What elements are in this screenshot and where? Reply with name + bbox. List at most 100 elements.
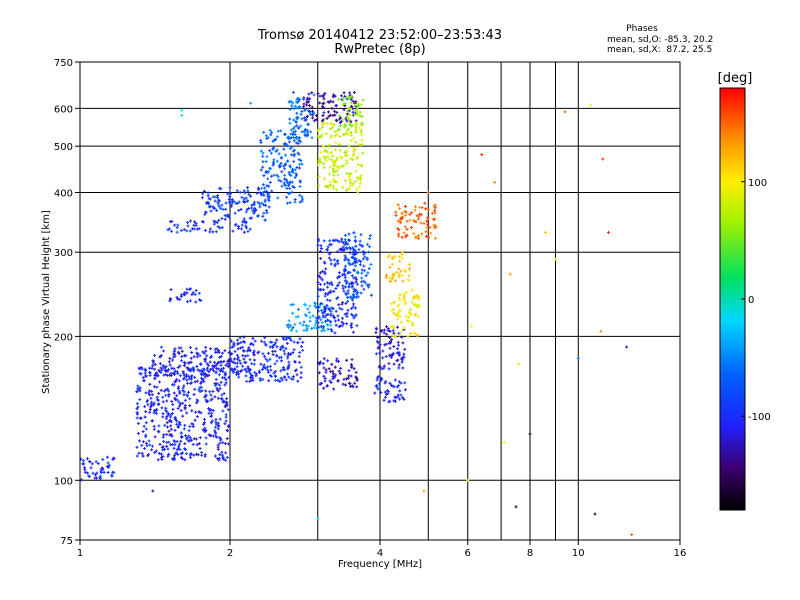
data-point [196, 399, 200, 403]
data-point [357, 259, 361, 263]
data-point [337, 281, 341, 285]
data-point [339, 366, 343, 370]
data-point [260, 186, 264, 190]
data-point [279, 179, 283, 183]
data-point [392, 311, 396, 315]
data-point [138, 416, 142, 420]
data-point [200, 196, 204, 200]
data-point [403, 209, 407, 213]
data-point [202, 422, 206, 426]
data-point [335, 359, 339, 363]
data-point [223, 405, 227, 409]
data-point [332, 173, 336, 177]
data-point [398, 309, 402, 313]
data-point [413, 313, 417, 317]
data-point [327, 256, 331, 260]
x-axis-label: Frequency [MHz] [338, 559, 422, 570]
data-point [271, 163, 275, 167]
data-point [358, 182, 362, 186]
data-point [170, 229, 174, 233]
data-point [388, 399, 392, 403]
data-point [230, 202, 234, 206]
data-point [302, 105, 306, 109]
data-point [276, 196, 280, 200]
data-point [178, 404, 182, 408]
data-point [397, 232, 401, 236]
data-point [416, 333, 420, 337]
data-point [310, 91, 314, 95]
data-point [188, 219, 192, 223]
data-point [327, 183, 331, 187]
data-point [351, 292, 355, 296]
data-point [275, 173, 279, 177]
data-point [466, 478, 470, 482]
data-point [225, 403, 229, 407]
data-point [359, 233, 363, 237]
data-point [349, 119, 353, 123]
data-point [346, 187, 350, 191]
data-point [175, 398, 179, 402]
data-point [253, 358, 257, 362]
data-point [164, 364, 168, 368]
data-point [291, 325, 295, 329]
data-point [388, 339, 392, 343]
data-point [281, 336, 285, 340]
data-point [186, 361, 190, 365]
data-point [390, 337, 394, 341]
data-point [154, 408, 158, 412]
data-point [228, 186, 232, 190]
data-point [138, 372, 142, 376]
data-point [304, 324, 308, 328]
data-point [216, 396, 220, 400]
data-point [216, 194, 220, 198]
data-point [343, 254, 347, 258]
data-point [135, 407, 139, 411]
data-point [425, 226, 429, 230]
data-point [322, 97, 326, 101]
data-point [354, 256, 358, 260]
data-point [346, 115, 350, 119]
data-point [326, 327, 330, 331]
data-point [406, 277, 410, 281]
data-point [319, 249, 323, 253]
data-point [351, 158, 355, 162]
data-point [402, 231, 406, 235]
data-point [397, 380, 401, 384]
data-point [347, 109, 351, 113]
data-point [175, 377, 179, 381]
data-point [183, 398, 187, 402]
data-point [293, 322, 297, 326]
data-point [337, 271, 341, 275]
data-point [353, 103, 357, 107]
data-point [148, 443, 152, 447]
data-point [144, 410, 148, 414]
data-point [224, 419, 228, 423]
data-point [167, 429, 171, 433]
data-point [360, 268, 364, 272]
data-point [286, 354, 290, 358]
data-point [239, 207, 243, 211]
data-point [204, 398, 208, 402]
data-point [335, 129, 339, 133]
data-point [237, 200, 241, 204]
data-point [268, 340, 272, 344]
data-point [288, 107, 292, 111]
data-point [151, 403, 155, 407]
data-point [260, 339, 264, 343]
data-point [256, 214, 260, 218]
data-point [169, 443, 173, 447]
data-point [300, 110, 304, 114]
data-point [285, 180, 289, 184]
data-point [307, 92, 311, 96]
data-point [235, 353, 239, 357]
data-point [293, 198, 297, 202]
data-point [178, 364, 182, 368]
data-point [192, 355, 196, 359]
data-point [236, 347, 240, 351]
data-point [180, 435, 184, 439]
data-point [258, 378, 262, 382]
data-point [295, 117, 299, 121]
data-point [239, 346, 243, 350]
data-point [393, 399, 397, 403]
data-point [350, 325, 354, 329]
